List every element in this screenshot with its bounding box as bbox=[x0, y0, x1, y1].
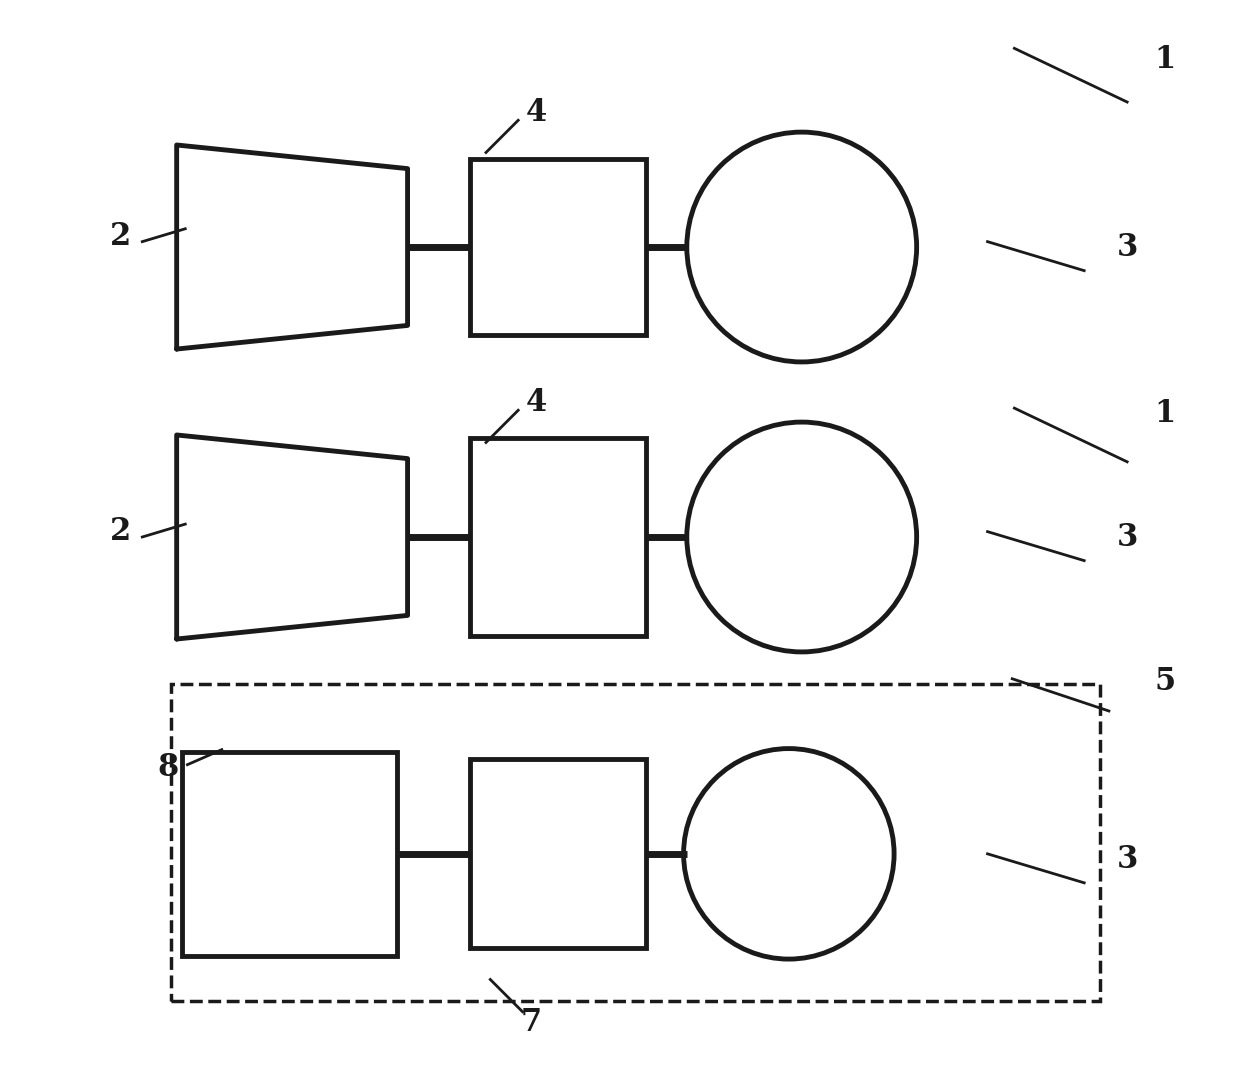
Text: 1: 1 bbox=[1154, 44, 1175, 74]
Text: 2: 2 bbox=[110, 221, 132, 251]
Text: 7: 7 bbox=[521, 1007, 542, 1037]
Text: 2: 2 bbox=[110, 517, 132, 547]
Bar bbox=[183, 752, 397, 956]
Bar bbox=[470, 438, 645, 636]
Bar bbox=[172, 684, 1101, 1001]
Text: 3: 3 bbox=[1117, 522, 1138, 552]
Text: 4: 4 bbox=[526, 388, 547, 418]
Bar bbox=[470, 159, 645, 335]
Text: 1: 1 bbox=[1154, 398, 1175, 429]
Text: 5: 5 bbox=[1154, 667, 1175, 697]
Text: 8: 8 bbox=[158, 753, 179, 783]
Text: 4: 4 bbox=[526, 98, 547, 128]
Circle shape bbox=[687, 422, 917, 652]
Circle shape bbox=[687, 132, 917, 362]
Text: 3: 3 bbox=[1117, 232, 1138, 262]
Bar bbox=[470, 759, 645, 948]
Text: 3: 3 bbox=[1117, 844, 1138, 874]
Circle shape bbox=[684, 749, 895, 959]
